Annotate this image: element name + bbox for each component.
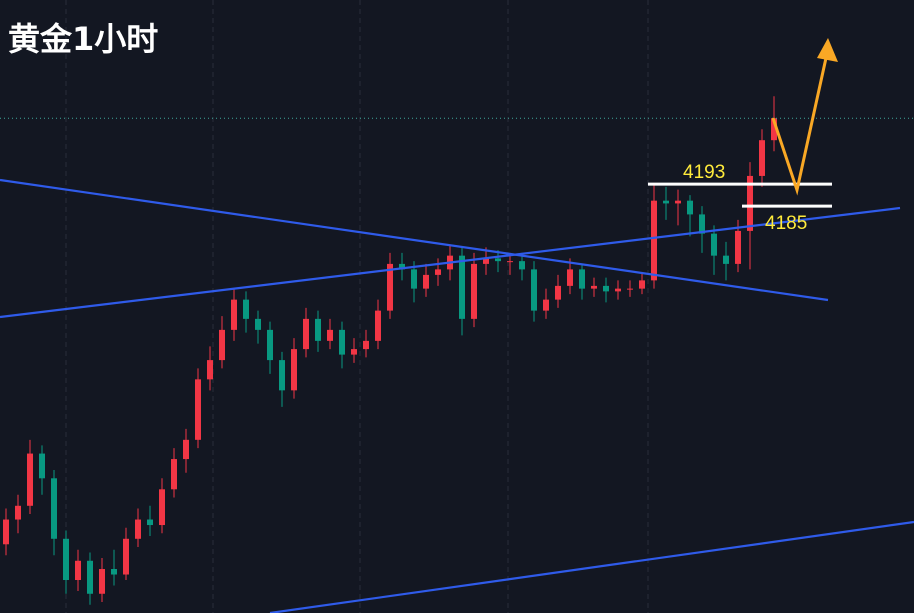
candle-body [183,439,189,460]
candle-body [315,318,321,341]
candle-body [579,269,585,289]
candle-body [603,285,609,292]
candle-body [411,269,417,289]
candle-body [507,261,513,263]
candle-body [279,360,285,391]
candle-body [39,453,45,479]
candle-body [387,263,393,311]
candle-body [723,255,729,264]
candle-body [339,329,345,355]
candle-body [735,230,741,264]
candle-body [711,233,717,256]
trend-line [0,178,829,302]
candle-body [27,453,33,506]
candle-body [99,569,105,594]
candle-body [531,269,537,311]
candle-body [219,329,225,361]
candle-body [75,560,81,581]
candle-body [15,505,21,520]
candle-body [207,360,213,380]
candle-body [87,560,93,594]
candle-body [591,285,597,289]
candle-body [255,318,261,330]
candle-body [3,519,9,545]
candle-body [615,288,621,292]
trend-line [269,520,914,613]
candle-body [327,329,333,341]
candle-body [171,459,177,490]
chart-title: 黄金1小时 [8,20,158,58]
candle-body [699,214,705,234]
arrow-head [817,38,838,62]
candle-body [663,200,669,204]
candle-body [555,285,561,300]
candle-body [159,489,165,526]
candle-body [303,318,309,350]
candle-body [195,379,201,440]
forecast-arrow [771,38,838,196]
candle-body [759,140,765,176]
candle-body [243,299,249,319]
candle-body [435,269,441,275]
candle-body [543,299,549,311]
trend-lines [0,178,914,613]
candle-body [687,200,693,215]
candle-body [747,175,753,231]
candles [0,96,914,605]
candle-body [51,478,57,539]
candle-body [135,519,141,539]
candle-body [231,299,237,330]
candle-body [63,538,69,581]
candle-body [675,200,681,204]
candle-body [147,519,153,526]
grid [65,0,649,613]
candle-body [771,118,777,141]
candle-body [123,538,129,575]
level-label: 4193 [683,162,725,183]
candle-body [267,329,273,361]
levels: 4193 4185 [648,162,832,234]
candle-body [471,263,477,319]
candle-body [351,349,357,355]
candle-body [519,261,525,270]
candle-body [639,280,645,289]
candle-body [399,263,405,270]
candle-body [291,349,297,391]
level-label: 4185 [765,213,807,234]
trend-line [0,206,901,319]
candle-body [375,310,381,341]
arrow-path [771,57,828,196]
candle-body [567,269,573,286]
candle-body [111,569,117,575]
candle-body [483,258,489,264]
candle-body [651,200,657,281]
candle-body [495,258,501,262]
candle-body [363,340,369,350]
candle-body [423,274,429,289]
candle-body [459,255,465,319]
candle-body [627,288,633,290]
